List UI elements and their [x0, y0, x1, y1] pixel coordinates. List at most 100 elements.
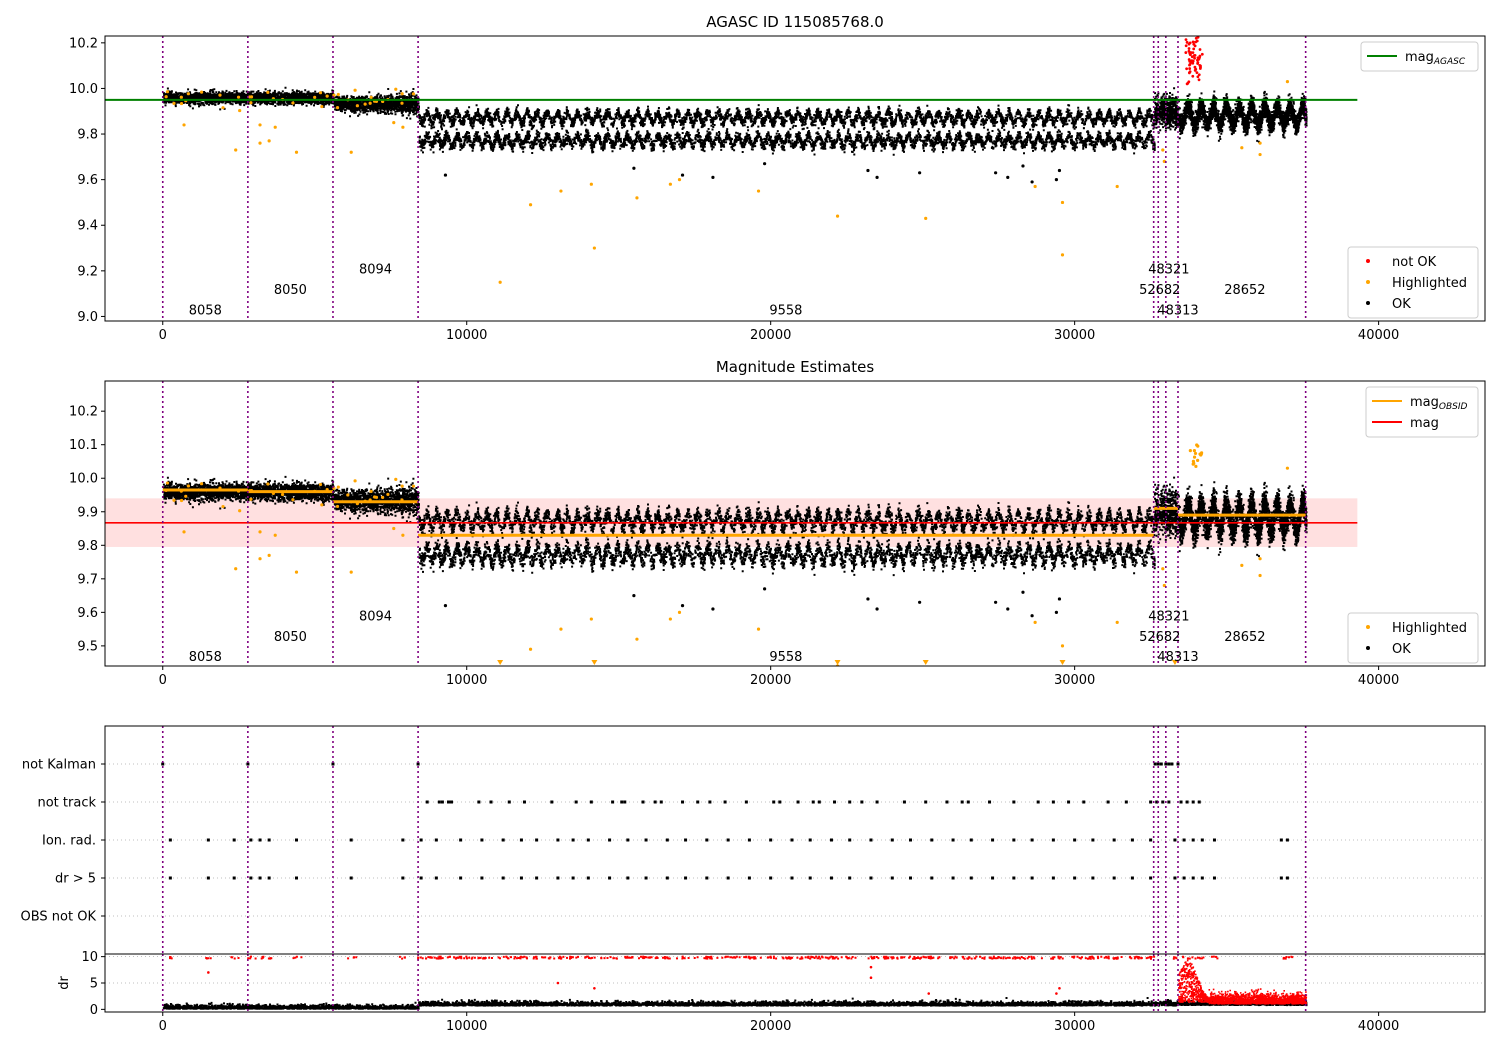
flag-point: [988, 800, 992, 804]
highlighted-point: [355, 104, 359, 108]
flag-point: [829, 838, 833, 842]
y-tick-label: 9.8: [77, 128, 98, 143]
legend-point-swatch: [1366, 301, 1370, 305]
highlighted-point: [1192, 455, 1197, 459]
highlighted-point: [1192, 448, 1197, 453]
highlighted-point: [592, 246, 596, 250]
flag-point: [723, 800, 727, 804]
highlighted-point: [411, 484, 416, 488]
flag-point: [556, 876, 560, 880]
ok-outlier-point: [711, 175, 715, 179]
flag-point: [440, 800, 444, 804]
flag-point: [477, 800, 481, 804]
highlighted-point: [363, 102, 367, 106]
highlighted-point: [400, 101, 404, 105]
flag-point: [951, 876, 955, 880]
y-tick-label: 9.8: [77, 539, 98, 554]
flag-point: [294, 838, 298, 842]
highlighted-point: [1285, 80, 1290, 84]
flag-point: [705, 838, 709, 842]
not-ok-point: [1188, 63, 1192, 66]
flag-point: [349, 876, 353, 880]
flag-point: [653, 800, 657, 804]
highlighted-point: [267, 553, 271, 557]
flag-point: [611, 800, 615, 804]
y-tick-label: 10.2: [69, 405, 98, 420]
not-ok-point: [1198, 48, 1202, 51]
highlighted-point: [589, 617, 593, 621]
flag-category-label: dr > 5: [55, 872, 96, 887]
highlighted-point: [346, 493, 350, 497]
highlighted-point: [677, 178, 682, 182]
flag-point: [1155, 800, 1159, 804]
highlighted-point: [1240, 563, 1244, 568]
flag-point: [349, 838, 353, 842]
flag-point: [869, 838, 873, 842]
highlighted-point: [179, 498, 184, 503]
highlighted-point: [373, 495, 377, 499]
highlighted-point: [184, 494, 188, 498]
flag-point: [808, 838, 812, 842]
flag-point: [416, 762, 420, 766]
x-tick-label: 40000: [1358, 1019, 1399, 1034]
flag-point: [267, 838, 271, 842]
highlighted-point: [335, 504, 340, 509]
flag-point: [945, 800, 949, 804]
flag-point: [459, 876, 463, 880]
flag-point: [450, 800, 454, 804]
flag-point: [480, 838, 484, 842]
flag-point: [1279, 876, 1283, 880]
flag-point: [1212, 876, 1216, 880]
flag-point: [848, 800, 852, 804]
not-ok-point: [1186, 81, 1190, 85]
highlighted-point: [291, 498, 295, 502]
flag-point: [1130, 838, 1134, 842]
flag-point: [991, 838, 995, 842]
ok-points-band: [162, 476, 250, 510]
panel4-frame: [104, 953, 1486, 1013]
flag-point: [571, 838, 575, 842]
flag-point: [1197, 800, 1201, 804]
flag-point: [869, 876, 873, 880]
flag-point: [608, 876, 612, 880]
panel1-legend-top: magAGASC: [1360, 41, 1479, 72]
highlighted-point: [589, 182, 593, 186]
highlighted-point: [335, 106, 340, 110]
not-ok-point: [1185, 67, 1189, 71]
highlighted-point: [677, 610, 682, 614]
highlighted-point: [1258, 573, 1262, 578]
legend-label: OK: [1392, 297, 1411, 312]
flag-point: [848, 838, 852, 842]
highlighted-point: [401, 125, 405, 129]
flag-point: [1012, 800, 1016, 804]
highlighted-point: [369, 95, 373, 99]
ok-outlier-point: [1006, 607, 1010, 611]
y-tick-label: 9.9: [77, 505, 98, 520]
legend-label: Highlighted: [1392, 276, 1467, 291]
legend-label: mag: [1410, 416, 1439, 431]
flag-point: [267, 876, 271, 880]
flag-point: [1082, 800, 1086, 804]
highlighted-point: [369, 489, 373, 493]
flag-point: [574, 800, 578, 804]
y-tick-label: 9.0: [77, 310, 98, 325]
highlighted-point: [924, 216, 928, 220]
x-tick-label: 10000: [446, 328, 487, 343]
dr-red-outlier: [207, 971, 210, 974]
highlighted-point: [234, 148, 238, 152]
y-tick-label: 10.1: [69, 438, 98, 453]
highlighted-point: [318, 482, 323, 487]
highlighted-point: [400, 92, 404, 96]
panel2-title: Magnitude Estimates: [716, 358, 874, 376]
ok-outlier-point: [632, 166, 636, 170]
not-ok-point: [1191, 74, 1195, 78]
clipped-marker: [922, 660, 929, 665]
highlighted-point: [353, 479, 357, 483]
obsid-label: 9558: [769, 650, 802, 665]
flag-point: [659, 800, 663, 804]
y-tick-label: 9.4: [77, 219, 98, 234]
clipped-marker: [1059, 660, 1066, 665]
panel2-legend-bottom: Highlighted OK: [1347, 612, 1479, 664]
flag-point: [258, 838, 262, 842]
panel1-plot-area: [105, 36, 1358, 321]
